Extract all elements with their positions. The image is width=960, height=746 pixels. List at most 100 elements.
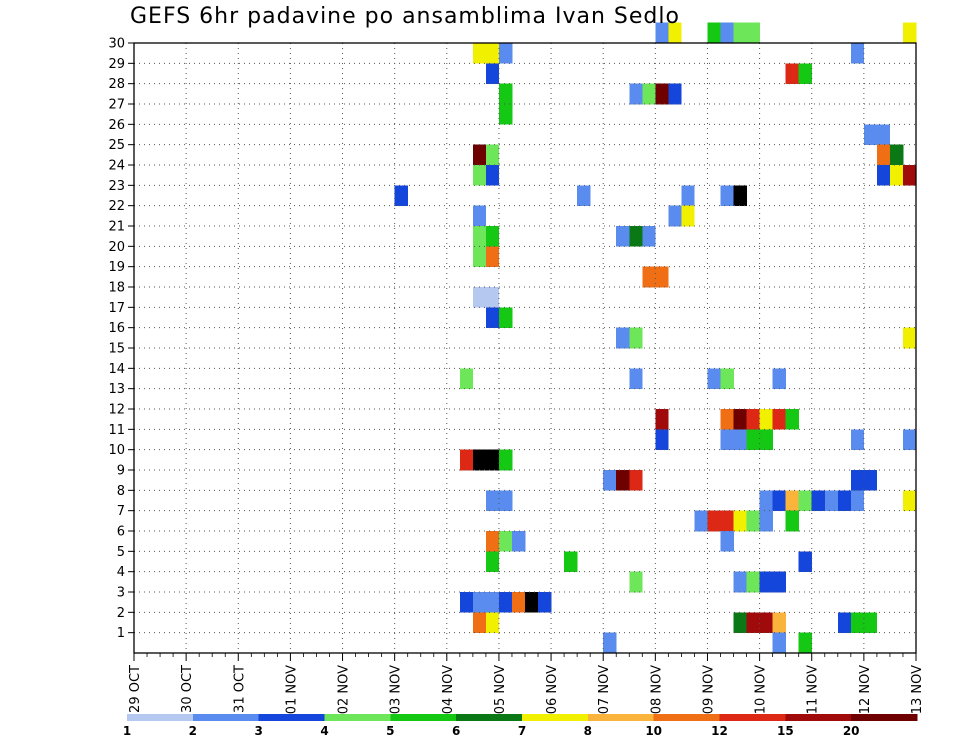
heat-cell <box>707 22 721 44</box>
legend-label: 5 <box>386 724 394 738</box>
heat-cell <box>472 246 487 267</box>
legend-swatch <box>127 714 194 721</box>
heat-cell <box>902 327 917 349</box>
heat-cell <box>746 409 760 430</box>
legend-swatch <box>456 714 523 721</box>
y-tick-label: 19 <box>108 260 125 275</box>
heat-cell <box>472 287 487 308</box>
heat-cell <box>759 429 773 450</box>
legend-label: 2 <box>189 724 197 738</box>
heat-cell <box>759 409 773 430</box>
y-tick-label: 29 <box>108 57 125 72</box>
legend-label: 8 <box>584 724 592 738</box>
x-tick-label: 10 NOV <box>754 665 769 714</box>
heat-cell <box>577 185 591 206</box>
heat-cell <box>850 470 865 491</box>
heat-cell <box>772 368 786 389</box>
heat-cell <box>785 63 799 84</box>
y-tick-label: 21 <box>108 220 125 235</box>
heat-cell <box>889 144 904 166</box>
heat-cell <box>472 205 487 227</box>
heat-cell <box>707 368 721 389</box>
heat-cell <box>733 612 747 633</box>
legend-swatch <box>719 714 786 721</box>
heat-cell <box>798 632 813 654</box>
heat-cell <box>681 185 695 206</box>
y-tick-label: 22 <box>108 199 125 214</box>
heat-cell <box>863 124 878 145</box>
heat-cell <box>863 470 878 491</box>
legend-swatch <box>653 714 720 721</box>
heat-cell <box>863 612 878 633</box>
heat-cell <box>655 409 669 430</box>
heat-cell <box>564 551 578 572</box>
heat-cell <box>498 449 513 471</box>
chart-title: GEFS 6hr padavine po ansamblima Ivan Sed… <box>130 4 680 29</box>
heat-cell <box>733 22 747 44</box>
heat-cell <box>785 510 799 532</box>
heat-cell <box>511 531 526 552</box>
heat-cell <box>720 22 734 44</box>
y-tick-label: 27 <box>108 98 125 113</box>
heat-cell <box>525 592 539 613</box>
heat-cell <box>538 592 552 613</box>
heat-cell <box>720 429 734 450</box>
heat-cell <box>616 327 630 349</box>
heat-cell <box>902 490 917 511</box>
y-tick-label: 24 <box>108 159 125 174</box>
heat-cell <box>485 490 500 511</box>
heat-cell <box>485 612 500 633</box>
heat-cell <box>850 429 865 450</box>
heat-cell <box>485 246 500 267</box>
heat-cell <box>498 307 513 328</box>
heat-cell <box>772 612 786 633</box>
x-tick-label: 03 NOV <box>389 665 404 714</box>
heat-cell <box>498 490 513 511</box>
heat-cell <box>668 205 682 227</box>
heat-cell <box>902 165 917 186</box>
heat-cell <box>511 592 526 613</box>
heat-cell <box>472 43 487 64</box>
legend-swatch <box>192 714 259 721</box>
heat-cell <box>472 449 487 471</box>
heat-cell <box>498 104 513 125</box>
legend-swatch <box>587 714 654 721</box>
heat-cell <box>485 531 500 552</box>
heat-cell <box>733 409 747 430</box>
heat-cell <box>746 510 760 532</box>
legend-swatch <box>522 714 589 721</box>
y-tick-label: 5 <box>117 545 125 560</box>
heat-cell <box>655 83 669 105</box>
heat-cell <box>850 612 865 633</box>
heat-cell <box>694 510 708 532</box>
heat-cell <box>668 22 682 44</box>
heat-cell <box>876 165 891 186</box>
legend-swatch <box>851 714 918 721</box>
y-tick-label: 26 <box>108 118 125 133</box>
y-tick-label: 8 <box>117 484 125 499</box>
y-tick-label: 2 <box>117 606 125 621</box>
y-tick-label: 3 <box>117 586 125 601</box>
heat-cell <box>733 510 747 532</box>
heat-cell <box>759 490 773 511</box>
heat-cell <box>707 510 721 532</box>
heat-cell <box>876 124 891 145</box>
heat-cell <box>498 83 513 105</box>
heat-cell <box>876 144 891 166</box>
heat-cell <box>616 226 630 247</box>
x-tick-label: 05 NOV <box>493 665 508 714</box>
heat-cell <box>824 490 839 511</box>
legend-swatch <box>785 714 852 721</box>
heat-cell <box>485 449 500 471</box>
y-tick-label: 1 <box>117 626 125 641</box>
y-tick-label: 7 <box>117 504 125 519</box>
heat-cell <box>485 287 500 308</box>
heat-cell <box>485 63 500 84</box>
heat-cell <box>759 612 773 633</box>
x-tick-label: 06 NOV <box>545 665 560 714</box>
x-tick-label: 11 NOV <box>806 665 821 714</box>
heat-cell <box>798 63 813 84</box>
heat-cell <box>655 22 669 44</box>
heat-cell <box>498 43 513 64</box>
heat-cell <box>733 185 747 206</box>
